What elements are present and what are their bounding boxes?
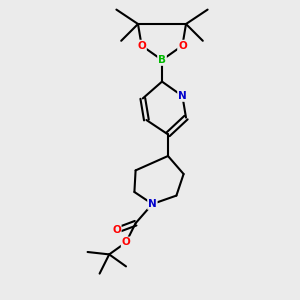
- Text: O: O: [178, 40, 187, 51]
- Text: N: N: [178, 91, 187, 101]
- Text: N: N: [148, 199, 157, 209]
- Text: O: O: [122, 237, 130, 248]
- Text: B: B: [158, 55, 166, 65]
- Text: O: O: [112, 225, 121, 236]
- Text: O: O: [137, 40, 146, 51]
